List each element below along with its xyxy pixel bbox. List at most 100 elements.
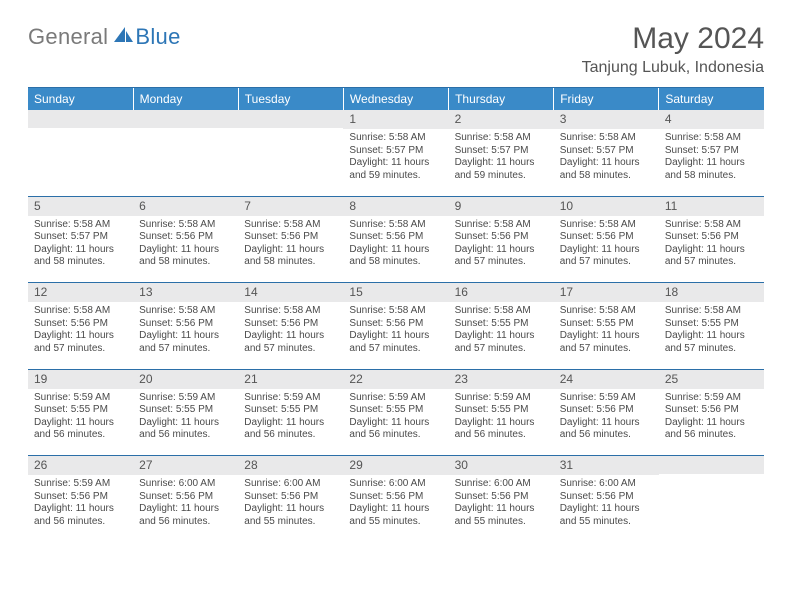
calendar-day-cell: 19Sunrise: 5:59 AMSunset: 5:55 PMDayligh…: [28, 370, 133, 456]
sunrise-text: Sunrise: 5:59 AM: [244, 392, 337, 405]
daylight-text: Daylight: 11 hours and 56 minutes.: [34, 417, 127, 442]
calendar-day-cell: 6Sunrise: 5:58 AMSunset: 5:56 PMDaylight…: [133, 197, 238, 283]
daylight-text: Daylight: 11 hours and 55 minutes.: [455, 503, 548, 528]
day-body: Sunrise: 5:59 AMSunset: 5:55 PMDaylight:…: [449, 389, 554, 446]
calendar-week-row: 19Sunrise: 5:59 AMSunset: 5:55 PMDayligh…: [28, 370, 764, 456]
day-body: Sunrise: 6:00 AMSunset: 5:56 PMDaylight:…: [554, 475, 659, 532]
sunrise-text: Sunrise: 5:58 AM: [665, 132, 758, 145]
sunset-text: Sunset: 5:56 PM: [244, 231, 337, 244]
day-body: Sunrise: 5:58 AMSunset: 5:57 PMDaylight:…: [343, 129, 448, 186]
day-number: 25: [659, 370, 764, 389]
header: General Blue May 2024 Tanjung Lubuk, Ind…: [28, 22, 764, 77]
day-number-empty: [133, 110, 238, 128]
day-number: 7: [238, 197, 343, 216]
day-number: 11: [659, 197, 764, 216]
sunrise-text: Sunrise: 5:59 AM: [665, 392, 758, 405]
day-number: 8: [343, 197, 448, 216]
sunrise-text: Sunrise: 5:58 AM: [665, 219, 758, 232]
sunset-text: Sunset: 5:56 PM: [349, 491, 442, 504]
sunrise-text: Sunrise: 5:58 AM: [349, 305, 442, 318]
sunrise-text: Sunrise: 5:58 AM: [349, 219, 442, 232]
sunset-text: Sunset: 5:55 PM: [139, 404, 232, 417]
day-body: Sunrise: 5:59 AMSunset: 5:55 PMDaylight:…: [28, 389, 133, 446]
day-number: 15: [343, 283, 448, 302]
day-body: Sunrise: 5:58 AMSunset: 5:56 PMDaylight:…: [343, 302, 448, 359]
daylight-text: Daylight: 11 hours and 56 minutes.: [139, 503, 232, 528]
calendar-day-cell: 22Sunrise: 5:59 AMSunset: 5:55 PMDayligh…: [343, 370, 448, 456]
daylight-text: Daylight: 11 hours and 57 minutes.: [455, 330, 548, 355]
sunrise-text: Sunrise: 5:58 AM: [455, 132, 548, 145]
day-body: Sunrise: 5:58 AMSunset: 5:57 PMDaylight:…: [28, 216, 133, 273]
day-body: Sunrise: 5:59 AMSunset: 5:55 PMDaylight:…: [133, 389, 238, 446]
calendar-day-cell: 17Sunrise: 5:58 AMSunset: 5:55 PMDayligh…: [554, 283, 659, 369]
sunset-text: Sunset: 5:55 PM: [665, 318, 758, 331]
calendar-day-cell: 14Sunrise: 5:58 AMSunset: 5:56 PMDayligh…: [238, 283, 343, 369]
day-number: 19: [28, 370, 133, 389]
sunset-text: Sunset: 5:56 PM: [139, 231, 232, 244]
sunset-text: Sunset: 5:56 PM: [665, 404, 758, 417]
daylight-text: Daylight: 11 hours and 57 minutes.: [34, 330, 127, 355]
calendar-day-cell: 21Sunrise: 5:59 AMSunset: 5:55 PMDayligh…: [238, 370, 343, 456]
daylight-text: Daylight: 11 hours and 57 minutes.: [665, 244, 758, 269]
daylight-text: Daylight: 11 hours and 58 minutes.: [560, 157, 653, 182]
sunrise-text: Sunrise: 6:00 AM: [244, 478, 337, 491]
daylight-text: Daylight: 11 hours and 59 minutes.: [455, 157, 548, 182]
daylight-text: Daylight: 11 hours and 58 minutes.: [139, 244, 232, 269]
calendar-day-cell: 4Sunrise: 5:58 AMSunset: 5:57 PMDaylight…: [659, 110, 764, 196]
day-number: 30: [449, 456, 554, 475]
calendar-day-cell: 26Sunrise: 5:59 AMSunset: 5:56 PMDayligh…: [28, 456, 133, 542]
calendar-day-cell: 2Sunrise: 5:58 AMSunset: 5:57 PMDaylight…: [449, 110, 554, 196]
sunrise-text: Sunrise: 5:59 AM: [560, 392, 653, 405]
sunset-text: Sunset: 5:56 PM: [455, 491, 548, 504]
day-number: 14: [238, 283, 343, 302]
day-body: Sunrise: 5:59 AMSunset: 5:56 PMDaylight:…: [28, 475, 133, 532]
calendar-day-cell: 1Sunrise: 5:58 AMSunset: 5:57 PMDaylight…: [343, 110, 448, 196]
sunrise-text: Sunrise: 5:58 AM: [34, 305, 127, 318]
sunrise-text: Sunrise: 5:59 AM: [349, 392, 442, 405]
calendar-day-cell: [238, 110, 343, 196]
day-number-empty: [28, 110, 133, 128]
daylight-text: Daylight: 11 hours and 59 minutes.: [349, 157, 442, 182]
sunrise-text: Sunrise: 5:59 AM: [455, 392, 548, 405]
day-number: 12: [28, 283, 133, 302]
daylight-text: Daylight: 11 hours and 57 minutes.: [665, 330, 758, 355]
sunrise-text: Sunrise: 6:00 AM: [455, 478, 548, 491]
day-number: 26: [28, 456, 133, 475]
logo: General Blue: [28, 24, 181, 50]
location-subtitle: Tanjung Lubuk, Indonesia: [582, 59, 764, 77]
calendar-day-cell: 8Sunrise: 5:58 AMSunset: 5:56 PMDaylight…: [343, 197, 448, 283]
calendar-table: Sunday Monday Tuesday Wednesday Thursday…: [28, 88, 764, 542]
sunset-text: Sunset: 5:55 PM: [244, 404, 337, 417]
sunset-text: Sunset: 5:55 PM: [34, 404, 127, 417]
sunset-text: Sunset: 5:56 PM: [665, 231, 758, 244]
daylight-text: Daylight: 11 hours and 55 minutes.: [349, 503, 442, 528]
sunrise-text: Sunrise: 5:58 AM: [34, 219, 127, 232]
calendar-day-cell: 25Sunrise: 5:59 AMSunset: 5:56 PMDayligh…: [659, 370, 764, 456]
daylight-text: Daylight: 11 hours and 57 minutes.: [139, 330, 232, 355]
daylight-text: Daylight: 11 hours and 56 minutes.: [455, 417, 548, 442]
weekday-header: Friday: [554, 88, 659, 110]
day-number: 20: [133, 370, 238, 389]
calendar-day-cell: 31Sunrise: 6:00 AMSunset: 5:56 PMDayligh…: [554, 456, 659, 542]
calendar-day-cell: 28Sunrise: 6:00 AMSunset: 5:56 PMDayligh…: [238, 456, 343, 542]
day-number: 21: [238, 370, 343, 389]
weekday-header: Wednesday: [343, 88, 448, 110]
calendar-day-cell: 30 Sunrise: 6:00 AMSunset: 5:56 PMDayligh…: [449, 456, 554, 542]
sunrise-text: Sunrise: 5:58 AM: [560, 305, 653, 318]
day-body: Sunrise: 5:58 AMSunset: 5:56 PMDaylight:…: [133, 302, 238, 359]
logo-text-general: General: [28, 24, 108, 50]
sunrise-text: Sunrise: 5:58 AM: [455, 305, 548, 318]
sunset-text: Sunset: 5:55 PM: [560, 318, 653, 331]
day-number: 27: [133, 456, 238, 475]
calendar-day-cell: 11 Sunrise: 5:58 AMSunset: 5:56 PMDayligh…: [659, 197, 764, 283]
sunrise-text: Sunrise: 6:00 AM: [139, 478, 232, 491]
daylight-text: Daylight: 11 hours and 55 minutes.: [560, 503, 653, 528]
day-number: 9: [449, 197, 554, 216]
calendar-day-cell: 13Sunrise: 5:58 AMSunset: 5:56 PMDayligh…: [133, 283, 238, 369]
day-body: Sunrise: 5:58 AMSunset: 5:56 PMDaylight:…: [238, 302, 343, 359]
day-body-empty: [133, 128, 238, 188]
calendar-week-row: 12Sunrise: 5:58 AMSunset: 5:56 PMDayligh…: [28, 283, 764, 369]
weekday-header: Tuesday: [238, 88, 343, 110]
sunrise-text: Sunrise: 5:59 AM: [34, 392, 127, 405]
calendar-day-cell: 5Sunrise: 5:58 AMSunset: 5:57 PMDaylight…: [28, 197, 133, 283]
